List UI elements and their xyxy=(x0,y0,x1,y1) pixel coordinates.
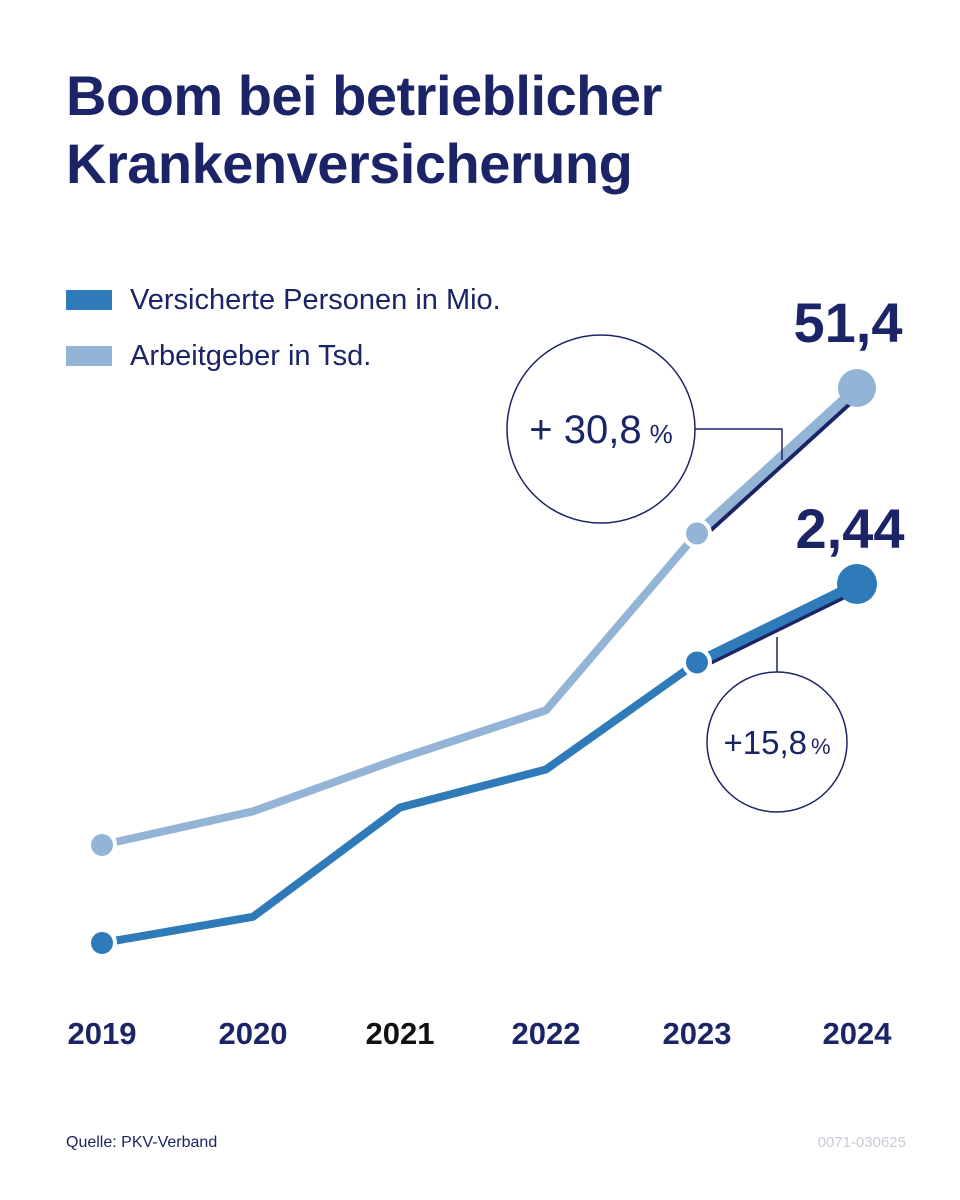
annotation-label-versicherte: +15,8% xyxy=(723,724,830,761)
x-tick-label-2022: 2022 xyxy=(512,1016,581,1051)
legend-label-versicherte: Versicherte Personen in Mio. xyxy=(130,283,501,316)
point-versicherte-2024 xyxy=(837,564,877,604)
end-label-arbeitgeber: 51,4 xyxy=(794,291,903,354)
highlight-shadow-arbeitgeber xyxy=(699,391,863,541)
title-line-2: Krankenversicherung xyxy=(66,132,633,195)
source-note: Quelle: PKV-Verband xyxy=(66,1134,218,1151)
x-tick-label-2019: 2019 xyxy=(68,1016,137,1051)
highlight-shadow-versicherte xyxy=(698,586,862,670)
legend-swatch-versicherte xyxy=(66,290,112,310)
annotation-circle-arbeitgeber xyxy=(506,334,696,524)
annotation-circle-versicherte xyxy=(706,671,848,813)
point-arbeitgeber-2023 xyxy=(682,518,712,549)
point-versicherte-2019 xyxy=(87,928,117,958)
legend-swatch-arbeitgeber xyxy=(66,346,112,366)
x-tick-label-2020: 2020 xyxy=(219,1016,288,1051)
end-label-versicherte: 2,44 xyxy=(796,497,905,560)
point-arbeitgeber-2024 xyxy=(838,369,876,407)
document-code: 0071-030625 xyxy=(817,1134,906,1151)
annotation-connector-arbeitgeber xyxy=(695,428,783,460)
x-tick-label-2021: 2021 xyxy=(366,1016,435,1051)
point-versicherte-2023 xyxy=(682,647,712,678)
chart-title: Boom bei betrieblicher Krankenversicheru… xyxy=(66,62,926,198)
legend-item-versicherte: Versicherte Personen in Mio. xyxy=(66,272,501,328)
x-tick-label-2024: 2024 xyxy=(823,1016,893,1051)
legend-label-arbeitgeber: Arbeitgeber in Tsd. xyxy=(130,339,372,372)
title-line-1: Boom bei betrieblicher xyxy=(66,64,662,127)
highlight-segment-versicherte xyxy=(694,579,860,667)
highlight-segment-arbeitgeber xyxy=(693,384,861,538)
annotation-label-arbeitgeber: + 30,8% xyxy=(529,408,672,452)
series-line-arbeitgeber xyxy=(101,530,701,849)
point-arbeitgeber-2019 xyxy=(87,830,117,860)
x-tick-label-2023: 2023 xyxy=(663,1016,732,1051)
legend: Versicherte Personen in Mio. Arbeitgeber… xyxy=(66,272,501,384)
legend-item-arbeitgeber: Arbeitgeber in Tsd. xyxy=(66,328,501,384)
series-line-versicherte xyxy=(101,659,700,947)
